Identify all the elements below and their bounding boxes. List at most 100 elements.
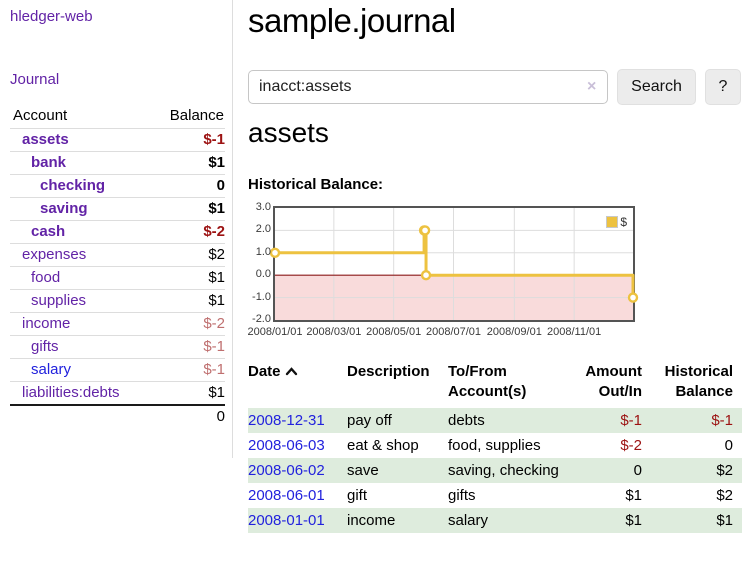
transaction-accounts: debts (448, 412, 485, 429)
account-balance: $1 (150, 381, 225, 405)
column-header-date[interactable]: Date (248, 358, 347, 408)
account-row: checking 0 (10, 174, 225, 198)
x-axis-tick-label: 2008/01/01 (247, 326, 303, 338)
x-axis-tick-label: 2008/11/01 (547, 326, 602, 338)
balance-chart: $ 3.0 2.0 1.0 0.0 -1.0 -2.0 2008/01/01 2008/03/… (247, 201, 742, 344)
account-balance: $-2 (150, 312, 225, 336)
transaction-date-link[interactable]: 2008-01-01 (248, 512, 325, 529)
legend-swatch-icon (606, 216, 619, 228)
column-header-description: Description (347, 363, 430, 380)
account-row: cash $-2 (10, 220, 225, 244)
sidebar-account-link[interactable]: income (22, 315, 71, 332)
transaction-amount: $1 (625, 487, 642, 504)
sidebar-account-link[interactable]: food (31, 269, 61, 286)
sidebar-account-link[interactable]: supplies (31, 292, 87, 309)
account-row: salary $-1 (10, 358, 225, 382)
page-title: sample.journal (248, 2, 456, 39)
sidebar-account-link[interactable]: assets (22, 131, 69, 148)
y-axis-tick-label: -1.0 (252, 290, 271, 303)
account-balance: $-1 (150, 358, 225, 382)
column-header-balance: Historical Balance (664, 363, 733, 400)
sidebar-account-link[interactable]: bank (31, 154, 67, 171)
register-row: 2008-06-03 eat & shop food, supplies $-2 0 (248, 433, 742, 458)
account-row: bank $1 (10, 151, 225, 175)
register-row: 2008-12-31 pay off debts $-1 $-1 (248, 408, 742, 433)
help-button[interactable]: ? (705, 69, 741, 105)
register-table: Date Description To/From Account(s) Amou… (248, 358, 742, 533)
sidebar-account-link[interactable]: gifts (31, 338, 59, 355)
account-row: income $-2 (10, 312, 225, 336)
transaction-accounts: gifts (448, 487, 476, 504)
account-balance: 0 (150, 174, 225, 198)
search-form: × Search ? (248, 69, 742, 105)
register-row: 2008-01-01 income salary $1 $1 (248, 508, 742, 533)
y-axis-tick-label: 0.0 (255, 268, 271, 281)
sidebar-account-link[interactable]: cash (31, 223, 66, 240)
sidebar-account-link[interactable]: checking (40, 177, 106, 194)
app-title-link[interactable]: hledger-web (10, 8, 93, 25)
account-balance: $-1 (150, 128, 225, 152)
sidebar-account-link[interactable]: saving (40, 200, 88, 217)
column-header-accounts: To/From Account(s) (448, 363, 527, 400)
register-row: 2008-06-02 save saving, checking 0 $2 (248, 458, 742, 483)
transaction-description: pay off (347, 412, 392, 429)
transaction-description: income (347, 512, 396, 529)
transaction-description: gift (347, 487, 368, 504)
account-balance: $2 (150, 243, 225, 267)
account-row: liabilities:debts $1 (10, 381, 225, 405)
transaction-date-link[interactable]: 2008-12-31 (248, 412, 325, 429)
transaction-description: eat & shop (347, 437, 419, 454)
account-tree: Account Balance assets $-1 bank $1 checking 0… (10, 104, 225, 428)
account-balance: $1 (150, 197, 225, 221)
account-row: supplies $1 (10, 289, 225, 313)
transaction-date-link[interactable]: 2008-06-03 (248, 437, 325, 454)
y-axis-tick-label: 2.0 (255, 223, 271, 236)
transaction-amount: $-2 (620, 437, 642, 454)
transaction-amount: $-1 (620, 412, 642, 429)
search-button[interactable]: Search (617, 69, 696, 105)
account-row: assets $-1 (10, 128, 225, 152)
sidebar-account-link[interactable]: liabilities:debts (22, 384, 120, 401)
transaction-balance: $-1 (711, 412, 733, 429)
transaction-description: save (347, 462, 379, 479)
transaction-balance: $2 (716, 487, 733, 504)
account-total-value: 0 (150, 404, 225, 428)
clear-search-icon[interactable]: × (587, 78, 597, 95)
register-body: 2008-12-31 pay off debts $-1 $-1 2008-06-03 ea… (248, 408, 742, 533)
y-axis-tick-label: -2.0 (252, 313, 271, 325)
transaction-accounts: food, supplies (448, 437, 541, 454)
nav-journal-link[interactable]: Journal (10, 71, 60, 88)
y-axis-tick-label: 3.0 (255, 201, 271, 213)
account-balance: $-2 (150, 220, 225, 244)
x-axis-tick-label: 2008/09/01 (486, 326, 542, 338)
sidebar-account-link[interactable]: salary (31, 361, 72, 378)
transaction-amount: $1 (625, 512, 642, 529)
x-axis-tick-label: 2008/07/01 (425, 326, 482, 338)
chart-label: Historical Balance: (248, 176, 384, 193)
x-axis-tick-label: 2008/05/01 (366, 326, 422, 338)
account-total-row: 0 (10, 404, 225, 428)
register-row: 2008-06-01 gift gifts $1 $2 (248, 483, 742, 508)
search-input[interactable] (248, 70, 608, 104)
x-axis-tick-label: 2008/03/01 (306, 326, 362, 338)
transaction-date-link[interactable]: 2008-06-02 (248, 462, 325, 479)
register-header-row: Date Description To/From Account(s) Amou… (248, 358, 742, 408)
chart-plot[interactable]: $ (269, 206, 639, 322)
transaction-balance: $1 (716, 512, 733, 529)
account-balance: $-1 (150, 335, 225, 359)
chart-legend: $ (605, 214, 628, 230)
main-content: sample.journal × Search ? assets Histori… (247, 0, 742, 582)
column-header-amount: Amount Out/In (585, 363, 642, 400)
balance-column-header: Balance (169, 107, 224, 124)
account-row: expenses $2 (10, 243, 225, 267)
account-balance: $1 (150, 266, 225, 290)
transaction-accounts: saving, checking (448, 462, 559, 479)
sidebar: hledger-web Journal Account Balance asse… (0, 0, 233, 458)
transaction-date-link[interactable]: 2008-06-01 (248, 487, 325, 504)
account-balance: $1 (150, 151, 225, 175)
account-row: food $1 (10, 266, 225, 290)
transaction-balance: $2 (716, 462, 733, 479)
transaction-accounts: salary (448, 512, 489, 529)
sidebar-account-link[interactable]: expenses (22, 246, 87, 263)
account-column-header: Account (13, 107, 68, 124)
